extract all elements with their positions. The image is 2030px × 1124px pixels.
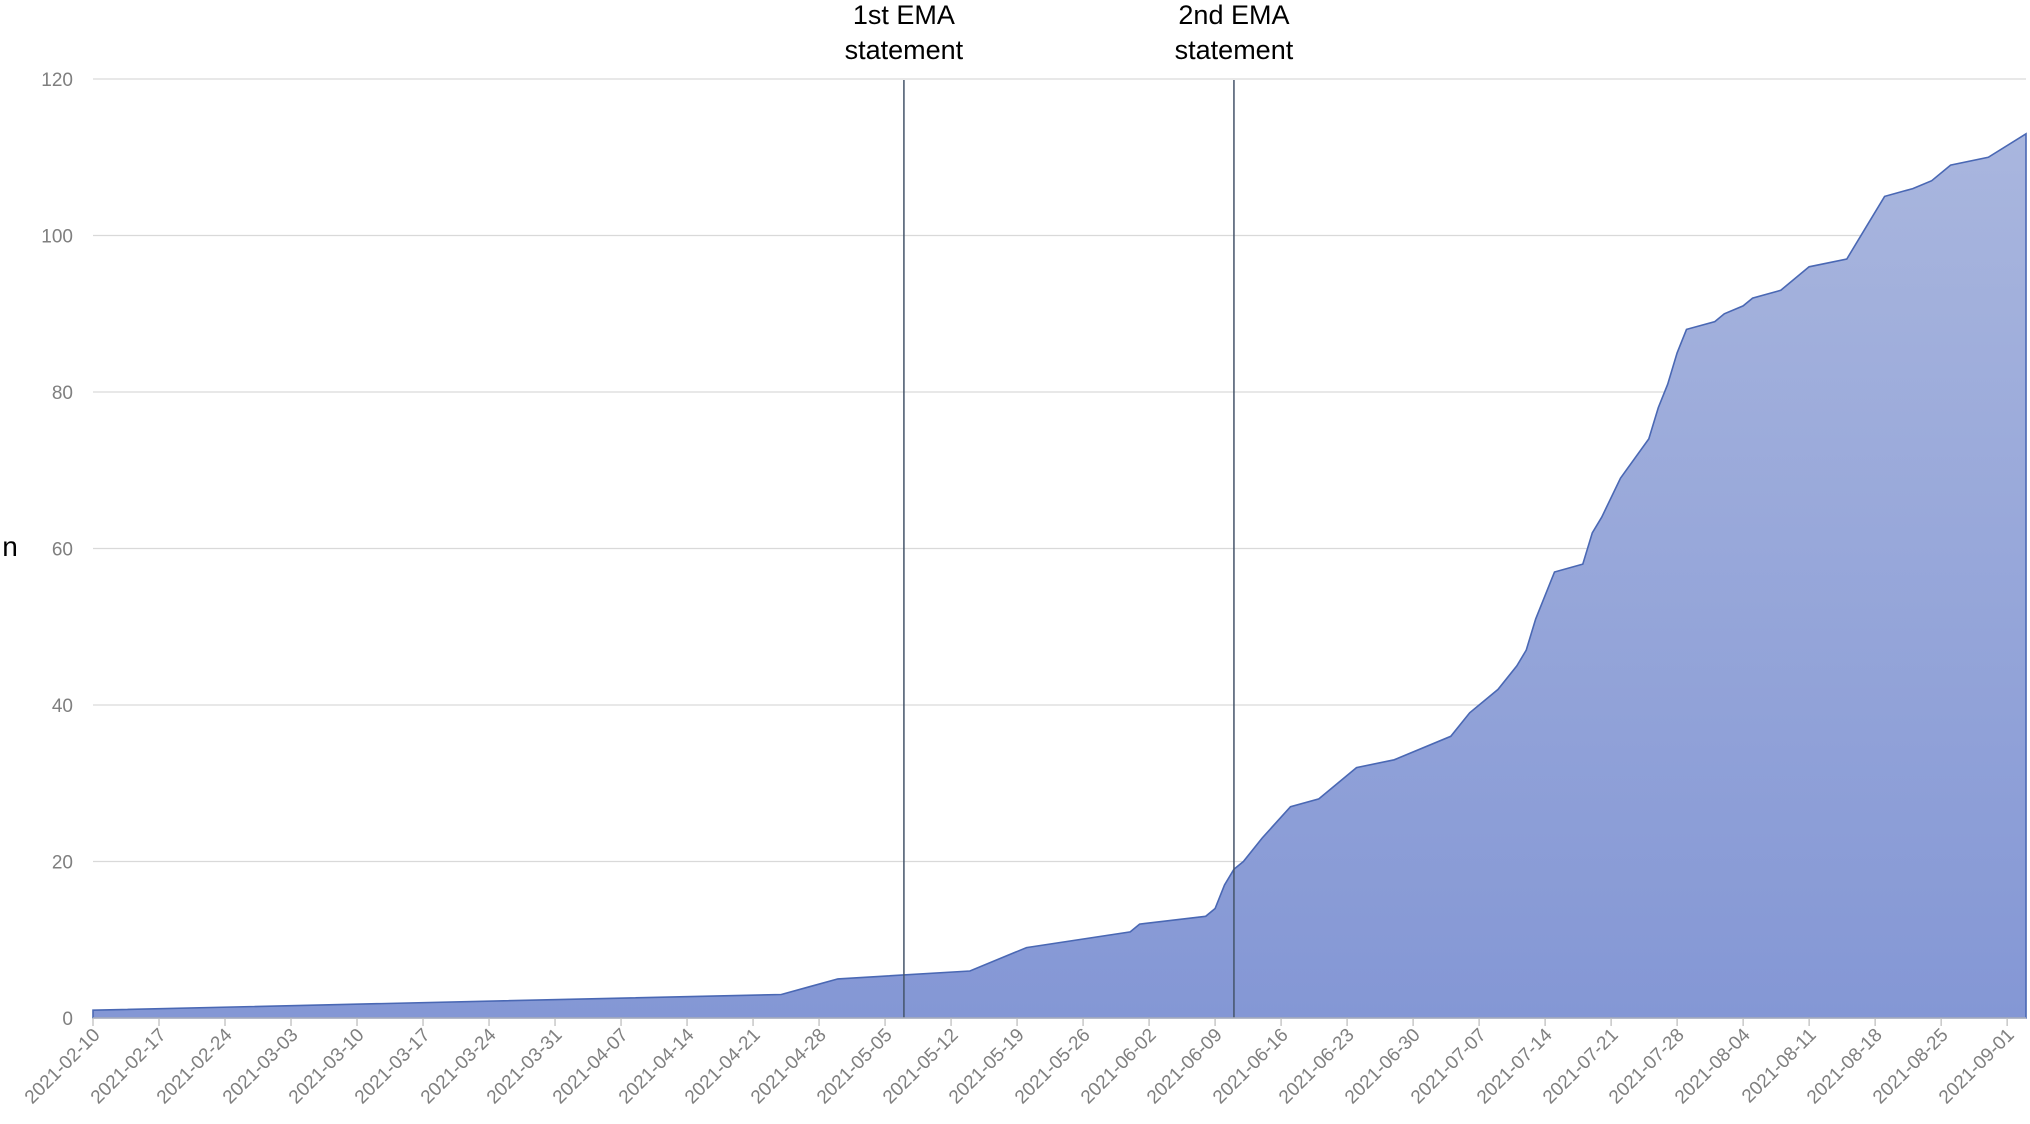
annotation-label: statement [1175, 35, 1294, 65]
y-tick-label: 40 [52, 696, 73, 717]
y-tick-label: 60 [52, 540, 73, 561]
data-area [92, 132, 2027, 1019]
y-tick-label: 0 [62, 1009, 73, 1030]
y-tick-label: 100 [41, 227, 73, 248]
series-area [92, 132, 2027, 1019]
annotations: 1st EMA statement 2nd EMA statement [845, 0, 1294, 1018]
y-tick-label: 120 [41, 70, 73, 91]
annotation-label: statement [845, 35, 964, 65]
annotation-label: 1st EMA [853, 0, 955, 30]
y-tick-label: 20 [52, 853, 73, 874]
y-axis-label: n [2, 531, 18, 562]
y-tick-label: 80 [52, 383, 73, 404]
annotation-label: 2nd EMA [1178, 0, 1289, 30]
